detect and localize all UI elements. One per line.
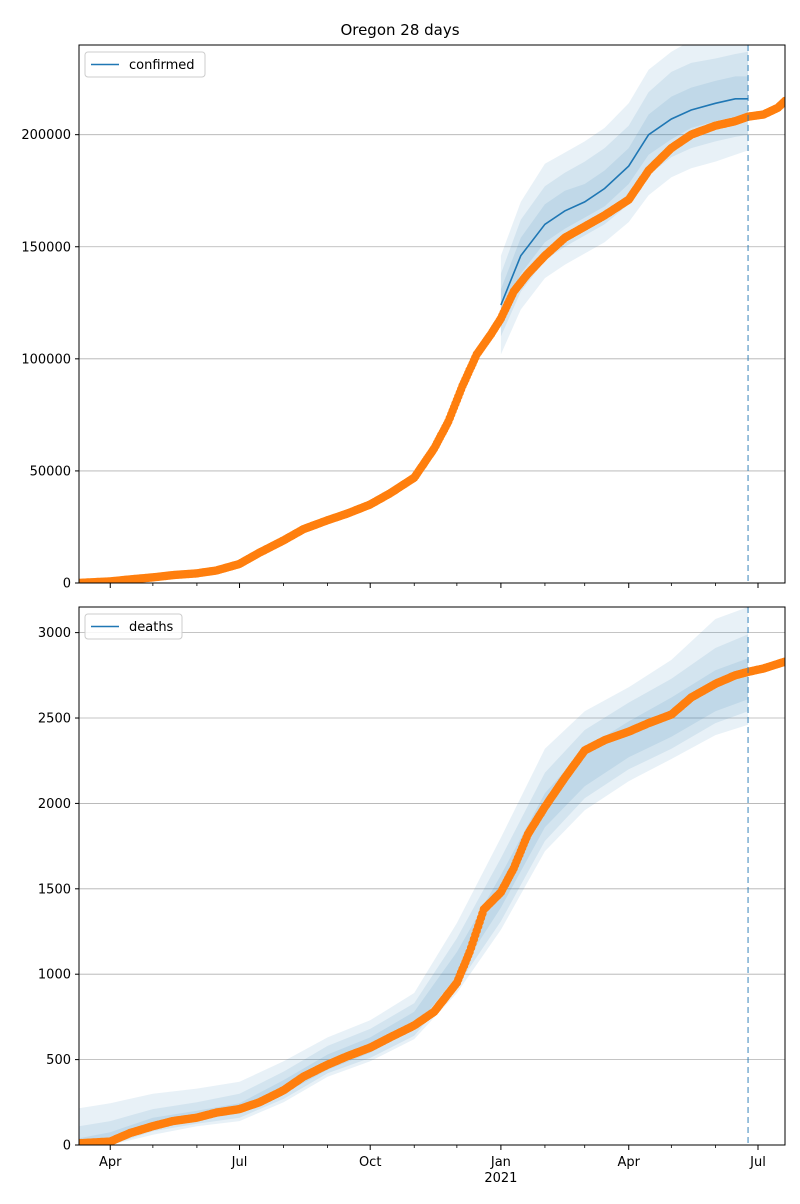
plot-area [79, 45, 785, 583]
x-tick-label: Jan [490, 1155, 511, 1170]
y-tick-label: 3000 [38, 626, 71, 641]
model-line [500, 98, 749, 306]
y-tick-label: 150000 [21, 240, 71, 255]
x-tick-label: Apr [617, 1155, 640, 1170]
y-tick-label: 1000 [38, 968, 71, 983]
y-tick-label: 100000 [21, 352, 71, 367]
x-tick-label: Apr [99, 1155, 122, 1170]
panel-0: 0 50000 100000 150000 200000 confirmed [21, 44, 786, 592]
y-tick-label: 200000 [21, 128, 71, 143]
y-tick-label: 0 [63, 577, 71, 592]
x-tick-label: Oct [359, 1155, 381, 1170]
legend: confirmed [84, 51, 206, 78]
legend-box [84, 51, 206, 78]
y-tick-label: 2500 [38, 712, 71, 727]
legend-box [84, 613, 183, 640]
observed-point [780, 96, 785, 106]
legend: deaths [84, 613, 183, 640]
legend-label: deaths [129, 620, 174, 635]
band-90 [500, 51, 749, 337]
y-tick-label: 0 [63, 1139, 71, 1154]
observed-point [780, 657, 785, 666]
panel-1: 0 500 1000 1500 2000 2500 3000 Apr Jul Oct Jan Apr J… [38, 606, 786, 1186]
band-50 [79, 658, 749, 1145]
y-tick-label: 500 [46, 1053, 71, 1068]
band-98 [79, 607, 749, 1145]
axes-frame [78, 44, 786, 584]
legend-label: confirmed [129, 58, 195, 73]
y-tick-label: 50000 [30, 464, 71, 479]
chart-title: Oregon 28 days [340, 21, 460, 39]
x-tick-label: Jul [231, 1155, 248, 1170]
plot-area [79, 607, 785, 1145]
x-tick-label: Jul [749, 1155, 766, 1170]
axes-frame [78, 606, 786, 1146]
x-year-label: 2021 [484, 1171, 517, 1186]
y-tick-label: 2000 [38, 797, 71, 812]
y-tick-label: 1500 [38, 882, 71, 897]
